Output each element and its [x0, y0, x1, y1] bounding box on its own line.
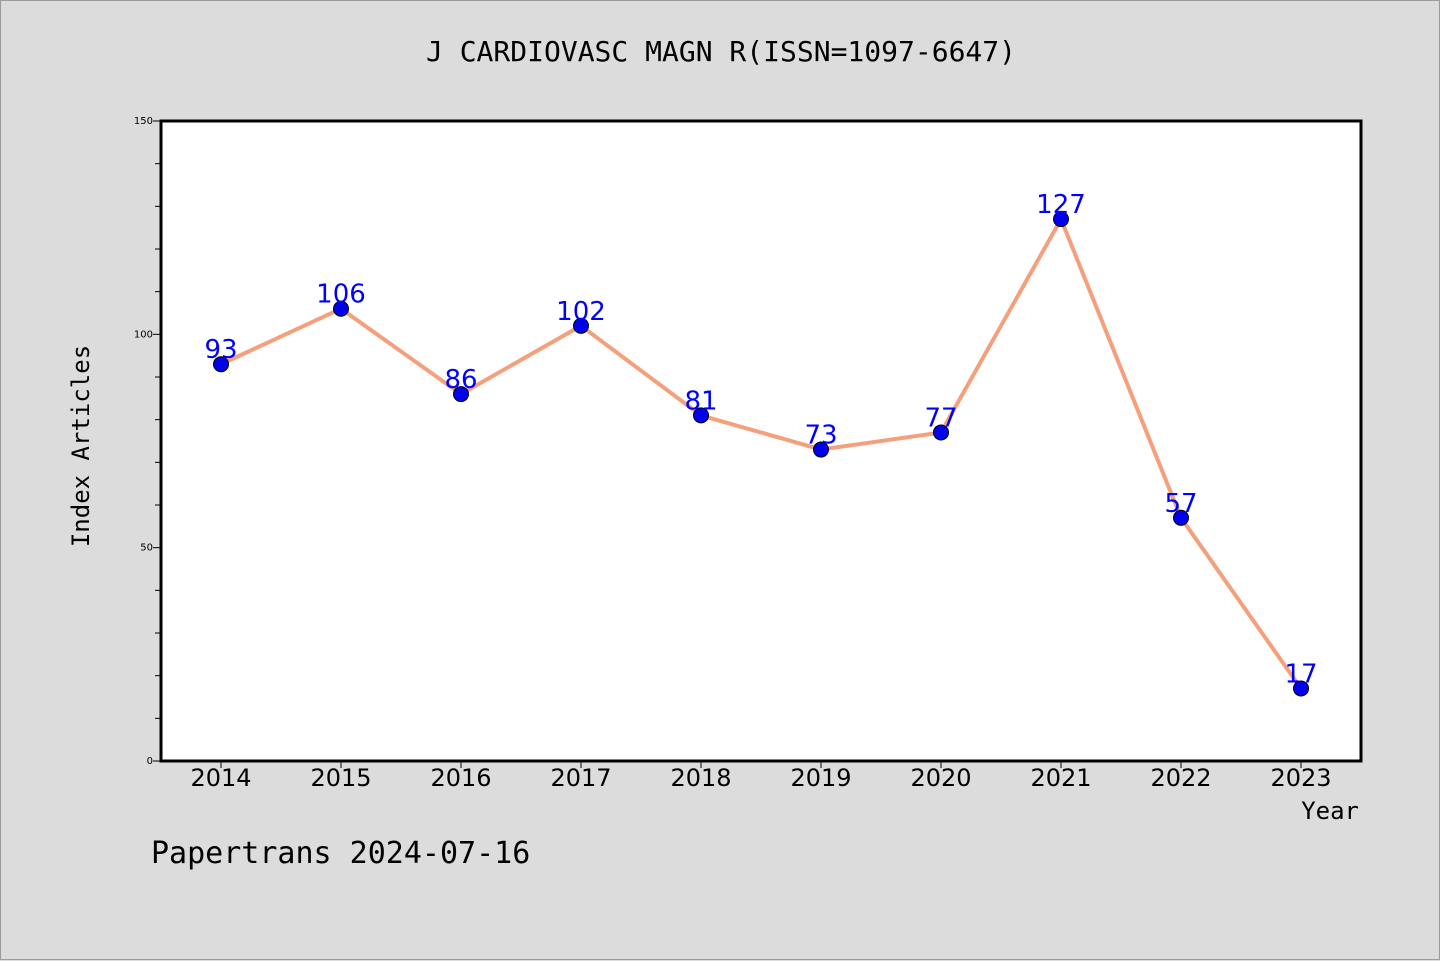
- x-tick-label: 2020: [910, 764, 971, 792]
- x-tick-label: 2016: [430, 764, 491, 792]
- footer-note: Papertrans 2024-07-16: [151, 836, 531, 871]
- plot-border: [159, 119, 1363, 763]
- data-label: 81: [684, 386, 717, 416]
- x-tick-label: 2014: [190, 764, 251, 792]
- x-tick-label: 2015: [310, 764, 371, 792]
- data-label: 86: [444, 365, 477, 395]
- y-tick-label: 100: [134, 329, 153, 340]
- x-tick-label: 2018: [670, 764, 731, 792]
- x-tick-label: 2022: [1150, 764, 1211, 792]
- data-point: [573, 317, 589, 334]
- data-point: [453, 386, 469, 403]
- x-axis-label: Year: [1301, 797, 1359, 825]
- data-label: 93: [204, 335, 237, 365]
- data-point: [813, 441, 829, 458]
- y-tick-label: 150: [134, 116, 153, 127]
- data-point: [333, 300, 349, 317]
- chart-title: J CARDIOVASC MAGN R(ISSN=1097-6647): [425, 35, 1016, 68]
- data-label: 77: [924, 403, 957, 433]
- data-label: 102: [556, 297, 606, 327]
- x-tick-label: 2019: [790, 764, 851, 792]
- series-line: [220, 217, 1303, 690]
- data-point: [933, 424, 949, 441]
- data-label: 17: [1284, 659, 1317, 689]
- plot-background: [161, 121, 1361, 761]
- x-tick-label: 2017: [550, 764, 611, 792]
- data-point: [1293, 680, 1309, 697]
- data-label: 57: [1164, 489, 1197, 519]
- data-point: [1173, 509, 1189, 526]
- data-label: 127: [1036, 190, 1086, 220]
- data-label: 73: [804, 421, 837, 451]
- x-tick-label: 2023: [1270, 764, 1331, 792]
- data-point: [213, 356, 229, 373]
- data-point: [693, 407, 709, 424]
- y-tick-label: 0: [147, 756, 153, 767]
- x-tick-label: 2021: [1030, 764, 1091, 792]
- data-point: [1053, 211, 1069, 228]
- data-label: 106: [316, 280, 366, 310]
- y-tick-label: 50: [140, 543, 153, 554]
